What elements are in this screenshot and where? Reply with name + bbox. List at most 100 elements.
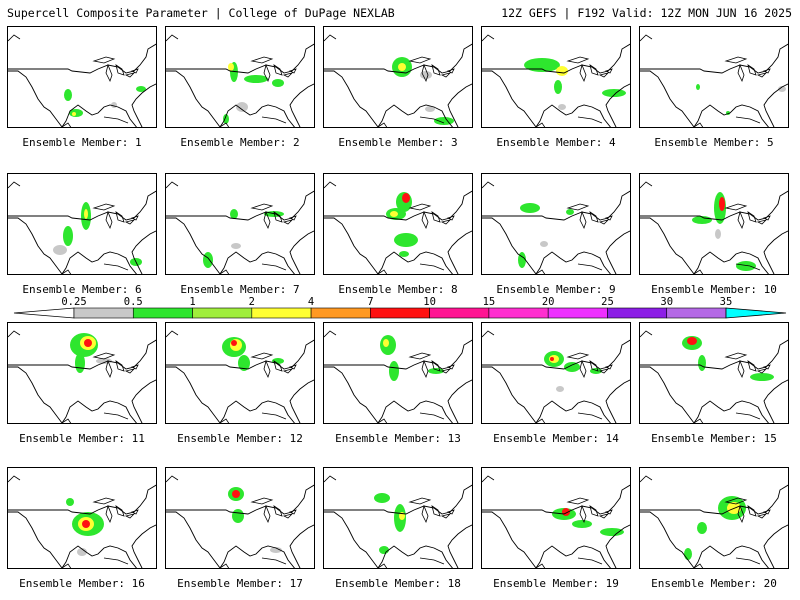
scp-field	[558, 104, 566, 110]
scp-field	[230, 209, 238, 219]
member-label: Ensemble Member: 16	[19, 577, 145, 590]
scp-field	[696, 84, 700, 90]
scp-field	[136, 86, 146, 92]
map-svg	[166, 34, 314, 127]
scp-field	[203, 252, 213, 268]
member-label: Ensemble Member: 6	[22, 283, 142, 296]
member-map-17	[165, 467, 315, 569]
map-svg	[166, 330, 314, 423]
colorbar-segment	[310, 307, 371, 319]
member-label: Ensemble Member: 10	[651, 283, 777, 296]
member-label: Ensemble Member: 18	[335, 577, 461, 590]
scp-field	[715, 229, 721, 239]
scp-field	[383, 339, 389, 347]
member-map-3	[323, 26, 473, 128]
scp-field	[600, 528, 624, 536]
colorbar-tick-label: 15	[482, 296, 496, 308]
scp-field	[602, 89, 626, 97]
coastline-outline	[482, 475, 630, 568]
scp-field	[231, 340, 237, 346]
coastline-outline	[324, 330, 472, 423]
scp-field	[719, 197, 725, 211]
member-label: Ensemble Member: 2	[180, 136, 300, 149]
scp-field	[420, 71, 432, 79]
member-map-16	[7, 467, 157, 569]
map-svg	[640, 34, 788, 127]
scp-field	[540, 241, 548, 247]
member-map-9	[481, 173, 631, 275]
coastline-outline	[166, 181, 314, 274]
member-map-1	[7, 26, 157, 128]
scp-field	[238, 355, 250, 371]
scp-field	[232, 490, 240, 498]
scp-field	[428, 368, 444, 374]
coastline-outline	[166, 34, 314, 127]
member-label: Ensemble Member: 14	[493, 432, 619, 445]
member-label: Ensemble Member: 3	[338, 136, 458, 149]
map-svg	[324, 475, 472, 568]
coastline-outline	[8, 181, 156, 274]
colorbar-tick-label: 35	[719, 296, 733, 308]
scp-field	[236, 102, 248, 112]
scp-field	[778, 86, 786, 92]
scp-field	[232, 509, 244, 523]
scp-field	[72, 112, 76, 116]
coastline-outline	[640, 181, 788, 274]
coastline-outline	[8, 34, 156, 127]
scp-field	[554, 80, 562, 94]
scp-field	[64, 89, 72, 101]
scp-field	[687, 337, 697, 345]
scp-field	[566, 209, 574, 215]
colorbar-tick-label: 10	[423, 296, 436, 308]
map-svg	[482, 181, 630, 274]
map-svg	[324, 330, 472, 423]
member-map-15	[639, 322, 789, 424]
colorbar-right-arrow	[725, 307, 787, 319]
member-label: Ensemble Member: 17	[177, 577, 303, 590]
member-map-4	[481, 26, 631, 128]
member-map-6	[7, 173, 157, 275]
scp-field	[53, 245, 67, 255]
member-label: Ensemble Member: 1	[22, 136, 142, 149]
member-map-12	[165, 322, 315, 424]
colorbar-tick-label: 4	[307, 296, 315, 308]
scp-field	[84, 209, 88, 219]
valid-time: 12Z GEFS | F192 Valid: 12Z MON JUN 16 20…	[501, 6, 792, 20]
coastline-outline	[640, 330, 788, 423]
coastline-outline	[640, 475, 788, 568]
member-label: Ensemble Member: 4	[496, 136, 616, 149]
scp-field	[231, 243, 241, 249]
scp-field	[223, 114, 229, 124]
colorbar-segment	[666, 307, 727, 319]
scp-field	[425, 106, 435, 112]
colorbar-tick-label: 30	[660, 296, 674, 308]
coastline-outline	[324, 181, 472, 274]
colorbar-segment	[251, 307, 312, 319]
member-label: Ensemble Member: 20	[651, 577, 777, 590]
colorbar	[13, 307, 787, 319]
member-map-18	[323, 467, 473, 569]
coastline-outline	[482, 181, 630, 274]
map-svg	[8, 475, 156, 568]
scp-field	[399, 251, 409, 257]
scp-field	[434, 117, 454, 125]
scp-field	[389, 361, 399, 381]
chart-title: Supercell Composite Parameter | College …	[7, 6, 395, 20]
colorbar-tick-label: 25	[601, 296, 614, 308]
scp-field	[684, 548, 692, 560]
map-svg	[324, 181, 472, 274]
scp-field	[270, 547, 282, 553]
scp-field	[398, 63, 406, 71]
member-map-19	[481, 467, 631, 569]
coastline-outline	[8, 475, 156, 568]
member-label: Ensemble Member: 13	[335, 432, 461, 445]
coastline-outline	[482, 330, 630, 423]
scp-field	[66, 498, 74, 506]
coastline-outline	[324, 475, 472, 568]
colorbar-segment	[488, 307, 549, 319]
colorbar-tick-label: 0.25	[61, 296, 87, 308]
colorbar-segment	[73, 307, 134, 319]
scp-field	[111, 102, 117, 108]
scp-field	[736, 261, 756, 271]
scp-field	[518, 252, 526, 268]
